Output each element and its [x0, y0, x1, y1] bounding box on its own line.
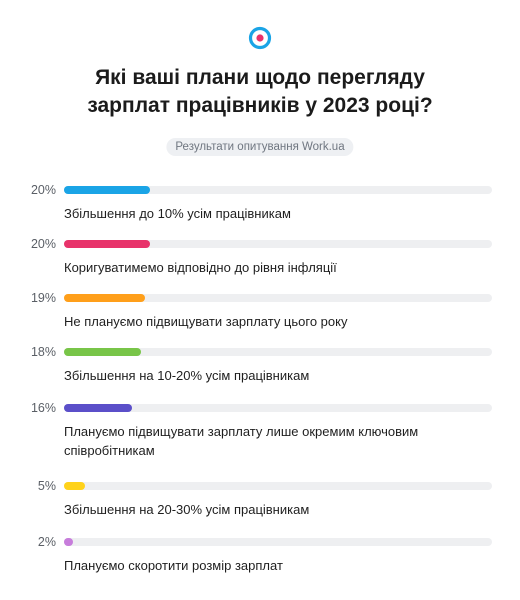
bar-track: [64, 348, 492, 356]
bar: [64, 404, 133, 412]
work-ua-logo-icon: [248, 26, 272, 50]
bar-category-label: Збільшення на 20-30% усім працівникам: [64, 502, 310, 517]
bar-category-label: Не плануємо підвищувати зарплату цього р…: [64, 314, 348, 329]
bar: [64, 348, 142, 356]
bar-value-label: 5%: [37, 479, 56, 493]
bar-value-label: 20%: [30, 183, 56, 197]
bar-category-label: Плануємо підвищувати зарплату лише окрем…: [64, 424, 419, 458]
bar-category-label: Збільшення до 10% усім працівникам: [64, 206, 291, 221]
bar-value-label: 19%: [30, 291, 56, 305]
bar-value-label: 2%: [37, 535, 56, 549]
bar: [64, 186, 150, 194]
bar-value-label: 20%: [30, 237, 56, 251]
bar-track: [64, 404, 492, 412]
title-line-2: зарплат працівників у 2023 році?: [87, 94, 433, 117]
bar-category-label: Коригуватимемо відповідно до рівня інфля…: [64, 260, 337, 275]
source-badge: Результати опитування Work.ua: [166, 138, 354, 156]
bar-value-label: 16%: [30, 401, 56, 415]
bar-track: [64, 186, 492, 194]
bar-category-label: Збільшення на 10-20% усім працівникам: [64, 368, 310, 383]
page-title: Які ваші плани щодо перегляду зарплат пр…: [20, 64, 500, 120]
bar-track: [64, 240, 492, 248]
bar: [64, 538, 73, 546]
bar-track: [64, 538, 492, 546]
bar-track: [64, 482, 492, 490]
bar: [64, 294, 146, 302]
bar: [64, 240, 150, 248]
bar-category-label: Плануємо скоротити розмір зарплат: [64, 558, 283, 573]
title-line-1: Які ваші плани щодо перегляду: [95, 66, 425, 89]
bar-value-label: 18%: [30, 345, 56, 359]
bar: [64, 482, 86, 490]
bar-track: [64, 294, 492, 302]
